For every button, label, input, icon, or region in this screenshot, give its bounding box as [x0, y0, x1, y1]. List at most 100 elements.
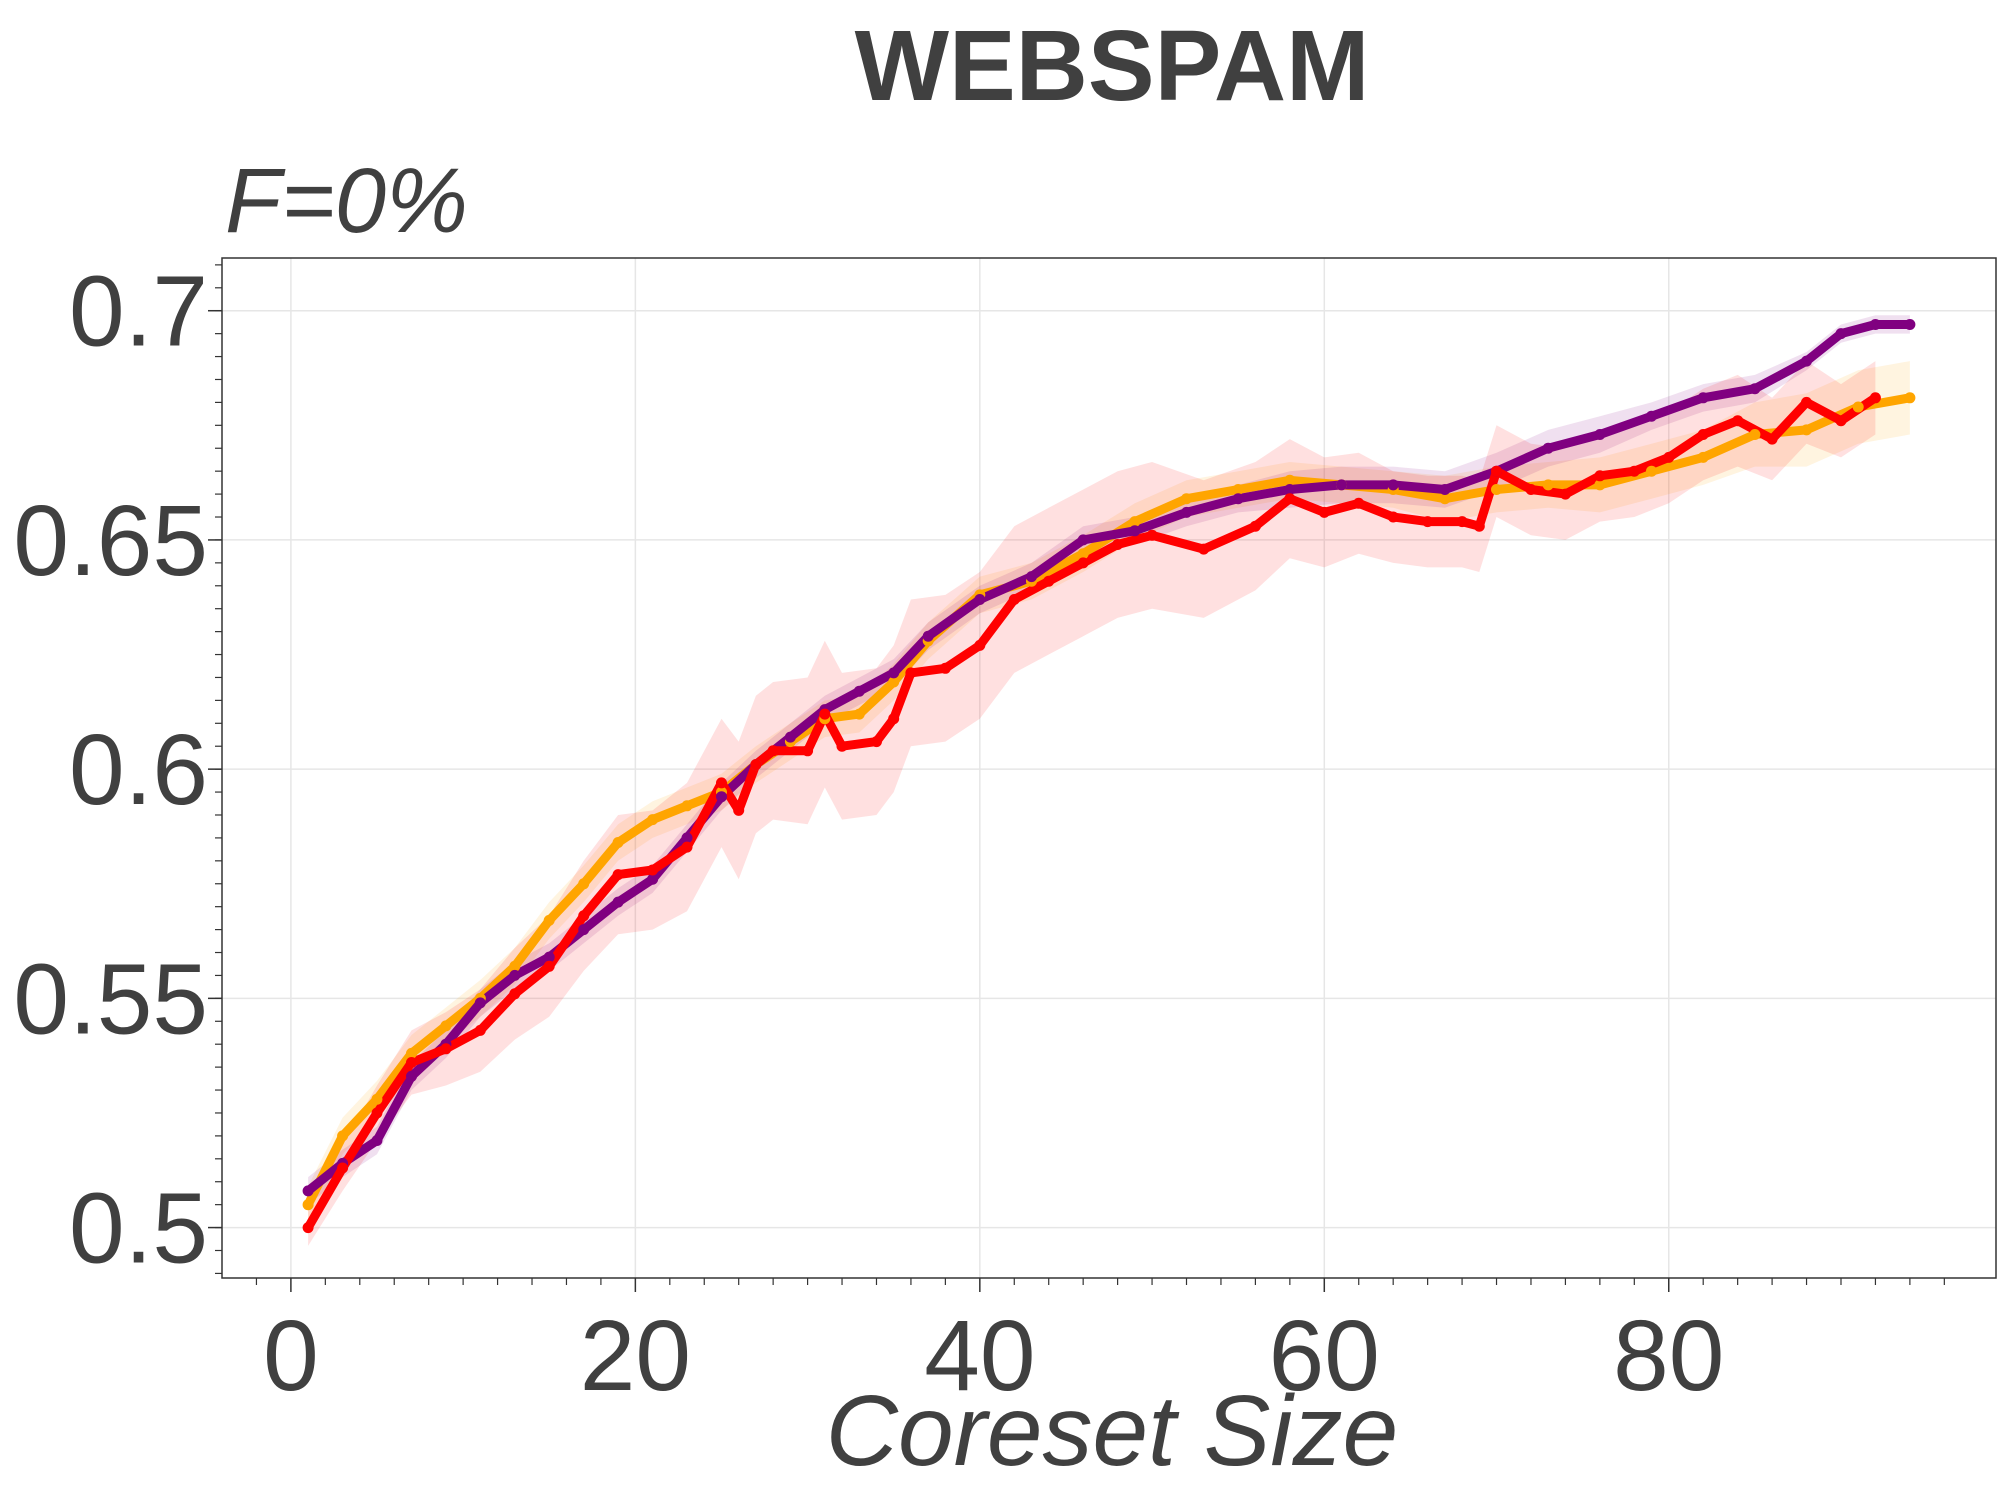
series-1-point [1852, 401, 1864, 413]
series-2-point [474, 997, 486, 1009]
series-1-point [1542, 479, 1554, 491]
y-tick-label: 0.7 [69, 256, 208, 368]
series-3-point [1697, 429, 1709, 440]
series-3-point [302, 1222, 314, 1234]
series-3-point [1525, 484, 1537, 495]
series-1-point [509, 960, 521, 972]
series-2-point [509, 969, 521, 981]
series-2-point [1232, 493, 1244, 505]
series-3-point [1422, 516, 1434, 528]
series-2-point [1387, 479, 1399, 491]
series-1-point [440, 1020, 452, 1032]
series-3-point [1663, 451, 1675, 463]
series-3-point [905, 667, 917, 679]
series-2-point [612, 896, 624, 908]
x-axis-label: Coreset Size [826, 1375, 1398, 1487]
series-3-point [1146, 529, 1158, 541]
series-1-point [543, 914, 555, 926]
series-2-point [716, 791, 727, 803]
series-2-point [1336, 479, 1347, 491]
series-2-point [406, 1070, 417, 1082]
series-3-point [1491, 465, 1502, 477]
series-2-point [853, 685, 865, 697]
series-3-point [716, 777, 727, 789]
series-1-point [1129, 516, 1141, 528]
series-2-point [1749, 383, 1761, 395]
chart-title: WEBSPAM [855, 10, 1370, 122]
x-tick-labels: 0 20 40 60 80 [263, 1300, 1724, 1412]
series-1-point [612, 837, 624, 848]
series-3-point [337, 1162, 349, 1174]
series-1-point [578, 878, 590, 890]
series-3-point [1318, 506, 1330, 518]
series-3-point [1473, 520, 1485, 532]
series-1-point [853, 708, 865, 720]
series-2-point [543, 951, 555, 963]
x-tick-label: 80 [1613, 1300, 1724, 1412]
series-1-point [1594, 479, 1606, 491]
series-3-point [681, 841, 693, 853]
series-3-point [1732, 415, 1744, 427]
plot-frame [221, 257, 1997, 1279]
series-3-point [836, 740, 848, 752]
series-3-point [509, 988, 521, 1000]
series-3-point [974, 639, 986, 651]
series-1-point [647, 814, 659, 826]
series-3-point [1766, 433, 1778, 445]
series-3-point [1284, 493, 1296, 505]
series-1-point [681, 800, 693, 812]
series-3-point [1198, 543, 1210, 555]
series-3-point [612, 869, 624, 881]
series-3-point [1801, 396, 1812, 408]
series-1-point [1077, 548, 1089, 560]
chart-subtitle: F=0% [225, 150, 468, 252]
series-3-point [888, 713, 900, 725]
series-2-point [1869, 319, 1881, 330]
series-3-point [750, 759, 762, 771]
series-2-point [1904, 319, 1916, 330]
series-2-point [1026, 571, 1037, 583]
series-3-point [543, 960, 555, 972]
series-1-point [1232, 484, 1244, 495]
series-2-point [302, 1185, 314, 1197]
series-1-point [1801, 424, 1812, 436]
series-1-point [888, 676, 900, 688]
x-tick-label: 0 [263, 1300, 319, 1412]
series-points [302, 319, 1916, 1234]
x-tick-label: 60 [1269, 1300, 1380, 1412]
series-3-point [802, 745, 814, 757]
series-2-point [1284, 484, 1296, 495]
series-3-point [1008, 594, 1020, 605]
series-2-point [1835, 328, 1847, 340]
series-2-point [1542, 442, 1554, 454]
series-1-point [302, 1199, 314, 1211]
series-3-point [474, 1024, 486, 1036]
series-1-point [1749, 429, 1761, 440]
series-3-point [1353, 497, 1365, 509]
series-2-point [371, 1135, 383, 1146]
series-3-point [1387, 511, 1399, 523]
series-3-point [767, 745, 779, 757]
series-2-point [888, 667, 900, 679]
series-3-point [1077, 557, 1089, 569]
series-3-band [308, 361, 1876, 1246]
series-3-point [733, 804, 745, 816]
series-2-point [1697, 392, 1709, 404]
series-3-line [303, 393, 1880, 1233]
series-3-point [1869, 392, 1881, 404]
series-3-point [1559, 488, 1571, 500]
series-3-point [1835, 415, 1847, 427]
series-3-point [1594, 470, 1606, 482]
series-3-point [647, 864, 659, 876]
series-3-point [819, 708, 831, 720]
y-tick-label: 0.6 [69, 714, 208, 826]
series-3-point [1628, 465, 1640, 477]
series-3-point [1249, 520, 1261, 532]
series-2-point [647, 873, 659, 885]
series-1-point [371, 1093, 383, 1105]
series-2-point [1594, 429, 1606, 440]
y-tick-label: 0.55 [13, 943, 208, 1055]
y-tick-label: 0.5 [69, 1173, 208, 1285]
x-tick-label: 40 [924, 1300, 1035, 1412]
